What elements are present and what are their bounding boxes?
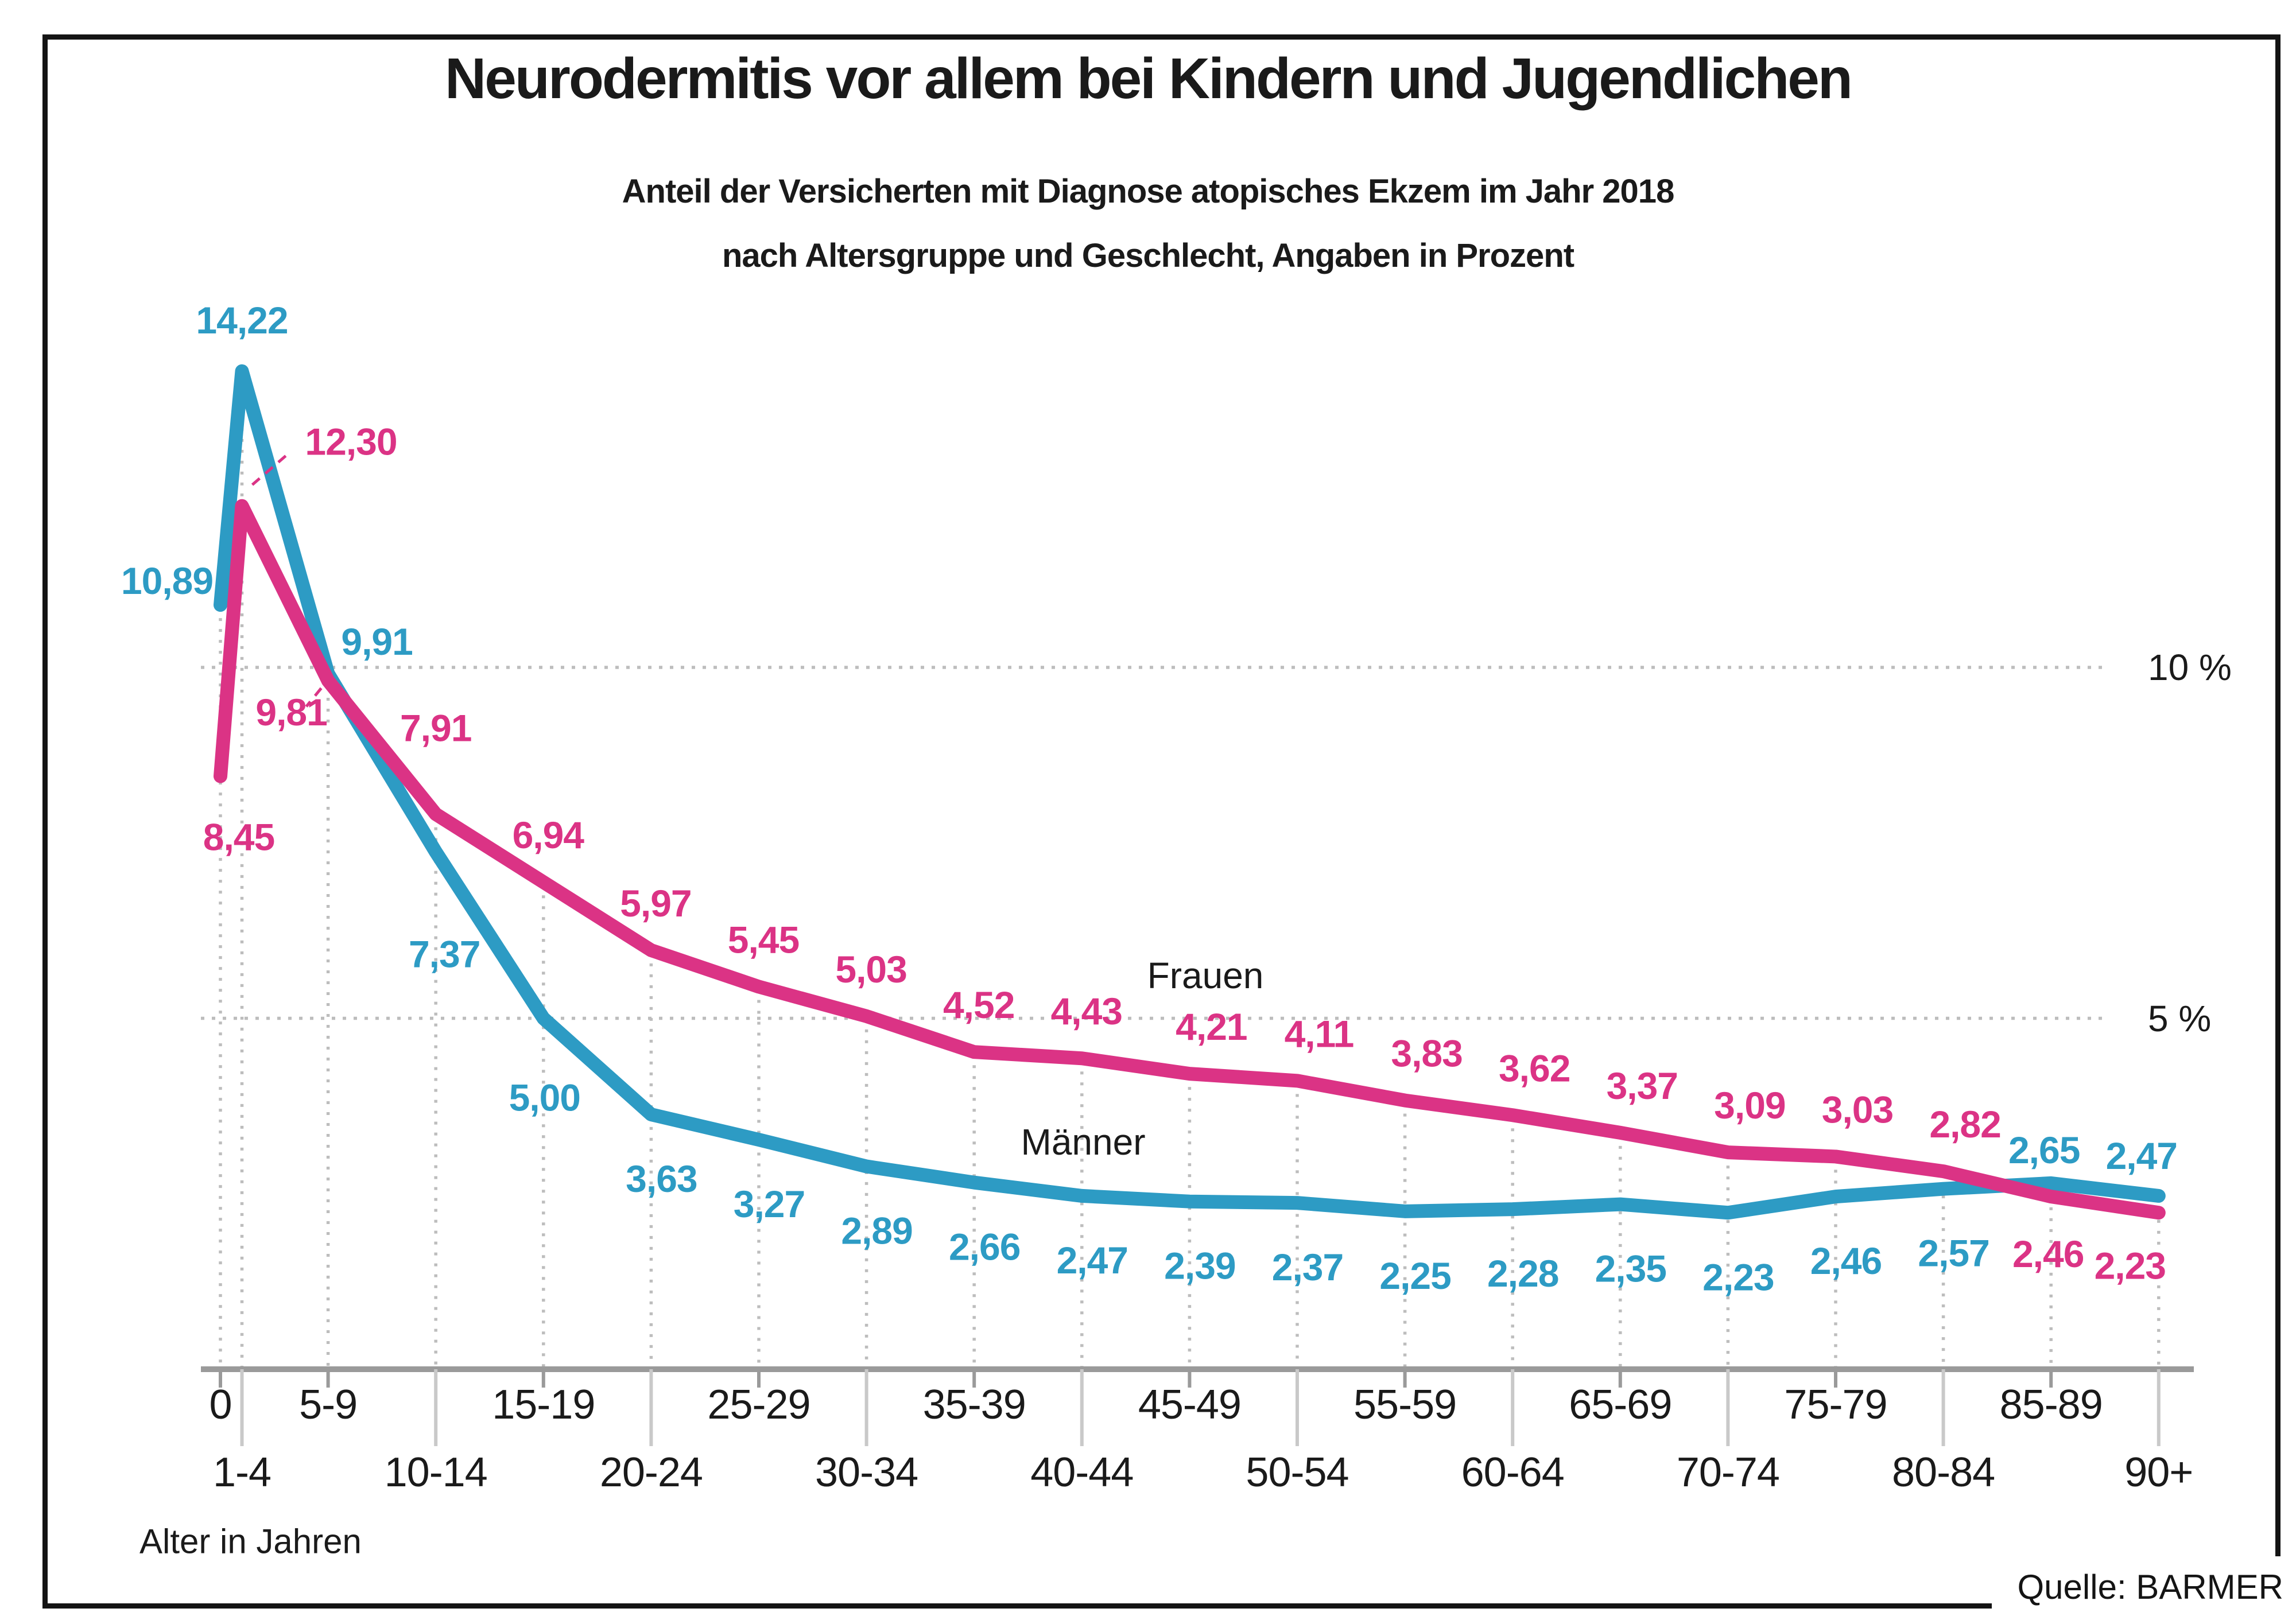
x-axis-title: Alter in Jahren [139,1522,362,1561]
x-tick-label-1-4: 1-4 [213,1450,271,1495]
x-tick-label-55-59: 55-59 [1353,1382,1456,1428]
legend-label-maenner: Männer [1021,1121,1146,1163]
x-tick-label-90+: 90+ [2124,1450,2193,1495]
legend-label-frauen: Frauen [1147,955,1264,996]
x-tick-label-15-19: 15-19 [492,1382,595,1428]
data-label-frauen-15-19: 6,94 [513,814,585,856]
data-label-maenner-5-9: 9,91 [341,620,412,663]
chart-title: Neurodermitis vor allem bei Kindern und … [444,46,1853,111]
data-label-maenner-75-79: 2,46 [1810,1240,1882,1282]
data-label-maenner-90+: 2,47 [2106,1135,2177,1177]
x-tick-label-60-64: 60-64 [1461,1450,1564,1495]
x-tick-label-0: 0 [209,1382,231,1428]
x-tick-label-25-29: 25-29 [707,1382,810,1428]
data-label-frauen-0: 8,45 [203,816,274,858]
x-tick-label-20-24: 20-24 [600,1450,703,1495]
x-tick-label-30-34: 30-34 [815,1450,918,1495]
leader-line-9-81 [305,687,323,708]
data-label-maenner-10-14: 7,37 [409,933,480,976]
data-label-maenner-20-24: 3,63 [626,1157,697,1200]
data-label-frauen-35-39: 4,52 [943,984,1014,1026]
data-label-frauen-75-79: 3,03 [1822,1088,1893,1130]
x-tick-label-80-84: 80-84 [1892,1450,1995,1495]
data-label-maenner-15-19: 5,00 [509,1077,580,1119]
data-label-maenner-50-54: 2,37 [1272,1246,1343,1288]
data-label-frauen-60-64: 3,62 [1499,1047,1570,1089]
x-tick-label-10-14: 10-14 [385,1450,487,1495]
maenner-line [214,364,2166,1220]
chart-subtitle-line1: Anteil der Versicherten mit Diagnose ato… [622,173,1675,210]
data-label-frauen-5-9: 9,81 [255,691,327,733]
x-tick-label-75-79: 75-79 [1784,1382,1887,1428]
x-tick-label-85-89: 85-89 [2000,1382,2103,1428]
data-label-maenner-70-74: 2,23 [1702,1256,1774,1298]
data-label-frauen-40-44: 4,43 [1051,990,1122,1032]
data-label-maenner-35-39: 2,66 [949,1226,1020,1268]
data-label-maenner-60-64: 2,28 [1487,1252,1558,1295]
data-label-frauen-80-84: 2,82 [1929,1103,2000,1145]
data-label-frauen-10-14: 7,91 [400,707,471,749]
data-label-frauen-25-29: 5,45 [728,918,799,961]
leader-line-12-30 [251,450,292,486]
data-label-frauen-50-54: 4,11 [1285,1012,1354,1055]
data-label-maenner-40-44: 2,47 [1057,1239,1128,1281]
data-label-maenner-25-29: 3,27 [734,1183,805,1225]
data-label-maenner-0: 10,89 [121,560,213,602]
data-label-frauen-1-4: 12,30 [305,421,397,463]
gridline-label-10-percent: 10 % [2148,647,2232,688]
data-label-maenner-55-59: 2,25 [1379,1254,1450,1297]
data-label-frauen-45-49: 4,21 [1176,1005,1247,1048]
source-credit: Quelle: BARMER [1992,1556,2290,1617]
data-label-maenner-30-34: 2,89 [841,1210,912,1252]
data-label-frauen-65-69: 3,37 [1607,1065,1678,1107]
x-tick-label-35-39: 35-39 [923,1382,1026,1428]
chart-subtitle-line2: nach Altersgruppe und Geschlecht, Angabe… [722,237,1574,274]
x-tick-label-5-9: 5-9 [299,1382,357,1428]
x-tick-label-40-44: 40-44 [1030,1450,1133,1495]
data-label-frauen-30-34: 5,03 [835,948,906,990]
data-label-frauen-20-24: 5,97 [620,882,691,924]
x-tick-label-70-74: 70-74 [1677,1450,1779,1495]
data-label-frauen-55-59: 3,83 [1391,1032,1462,1075]
data-label-maenner-80-84: 2,57 [1918,1232,1989,1275]
x-tick-label-65-69: 65-69 [1569,1382,1671,1428]
gridline-label-5-percent: 5 % [2148,998,2212,1039]
data-label-maenner-65-69: 2,35 [1595,1248,1666,1290]
data-label-frauen-90+: 2,23 [2095,1244,2166,1287]
chart-frame-border [42,34,2281,1609]
data-label-frauen-70-74: 3,09 [1714,1084,1785,1126]
data-label-maenner-85-89: 2,65 [2008,1129,2080,1171]
x-tick-label-50-54: 50-54 [1246,1450,1348,1495]
data-label-maenner-1-4: 14,22 [196,299,288,341]
x-tick-label-45-49: 45-49 [1138,1382,1241,1428]
data-label-frauen-85-89: 2,46 [2012,1233,2084,1275]
data-label-maenner-45-49: 2,39 [1164,1245,1235,1287]
frauen-line [214,499,2166,1220]
